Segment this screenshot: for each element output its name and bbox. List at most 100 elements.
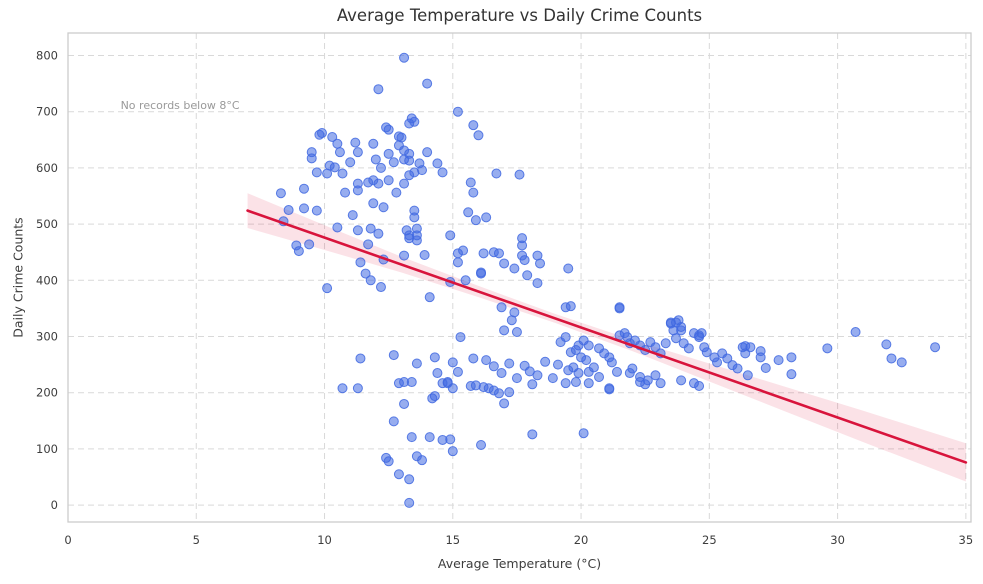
scatter-point xyxy=(565,301,576,312)
y-tick-label: 200 xyxy=(36,386,58,400)
scatter-point xyxy=(488,361,499,372)
scatter-point xyxy=(506,315,517,326)
scatter-point xyxy=(393,469,404,480)
scatter-point xyxy=(694,332,705,343)
scatter-point xyxy=(655,378,666,389)
scatter-point xyxy=(499,325,510,336)
scatter-point xyxy=(424,432,435,443)
scatter-point xyxy=(578,428,589,439)
scatter-point xyxy=(527,429,538,440)
scatter-point xyxy=(452,257,463,268)
scatter-point xyxy=(465,177,476,188)
scatter-point xyxy=(886,353,897,364)
scatter-point xyxy=(404,497,415,508)
scatter-point xyxy=(368,138,379,149)
scatter-point xyxy=(583,340,594,351)
scatter-point xyxy=(722,353,733,364)
no-records-annotation: No records below 8°C xyxy=(121,99,240,112)
scatter-point xyxy=(481,212,492,223)
scatter-point xyxy=(570,377,581,388)
scatter-point xyxy=(404,118,415,129)
scatter-point xyxy=(493,388,504,399)
scatter-point xyxy=(399,250,410,261)
scatter-point xyxy=(650,370,661,381)
scatter-point xyxy=(476,268,487,279)
scatter-point xyxy=(588,362,599,373)
scatter-point xyxy=(393,140,404,151)
scatter-point xyxy=(304,239,315,250)
scatter-point xyxy=(473,130,484,141)
scatter-point xyxy=(375,162,386,173)
scatter-point xyxy=(422,147,433,158)
scatter-point xyxy=(381,122,392,133)
x-tick-label: 30 xyxy=(830,533,845,547)
scatter-point xyxy=(373,178,384,189)
scatter-point xyxy=(470,215,481,226)
scatter-point xyxy=(511,373,522,384)
scatter-point xyxy=(499,258,510,269)
scatter-point xyxy=(786,352,797,363)
scatter-point xyxy=(419,250,430,261)
scatter-point xyxy=(563,263,574,274)
scatter-point xyxy=(460,275,471,286)
scatter-point xyxy=(555,337,566,348)
x-tick-label: 15 xyxy=(445,533,460,547)
scatter-point xyxy=(573,368,584,379)
scatter-point xyxy=(742,370,753,381)
scatter-point xyxy=(429,352,440,363)
x-tick-label: 5 xyxy=(193,533,200,547)
scatter-point xyxy=(388,350,399,361)
scatter-point xyxy=(496,368,507,379)
scatter-point xyxy=(411,223,422,234)
scatter-point xyxy=(527,379,538,390)
x-tick-label: 20 xyxy=(574,533,589,547)
y-tick-label: 300 xyxy=(36,330,58,344)
scatter-point xyxy=(519,255,530,266)
y-tick-label: 500 xyxy=(36,217,58,231)
y-tick-label: 700 xyxy=(36,105,58,119)
scatter-point xyxy=(514,169,525,180)
x-tick-label: 35 xyxy=(959,533,974,547)
scatter-point xyxy=(604,384,615,395)
scatter-point xyxy=(373,228,384,239)
scatter-point xyxy=(755,352,766,363)
y-tick-label: 600 xyxy=(36,161,58,175)
scatter-point xyxy=(360,268,371,279)
scatter-point xyxy=(327,131,338,142)
scatter-point xyxy=(606,357,617,368)
scatter-point xyxy=(345,157,356,168)
regression-line xyxy=(246,209,968,464)
scatter-point xyxy=(404,233,415,244)
scatter-point xyxy=(491,168,502,179)
scatter-point xyxy=(406,432,417,443)
scatter-point xyxy=(424,292,435,303)
scatter-point xyxy=(499,398,510,409)
plot-border xyxy=(67,32,972,523)
scatter-point xyxy=(535,258,546,269)
scatter-point xyxy=(293,246,304,257)
scatter-point xyxy=(740,348,751,359)
scatter-point xyxy=(422,78,433,89)
scatter-point xyxy=(399,398,410,409)
x-tick-label: 0 xyxy=(64,533,71,547)
scatter-point xyxy=(388,416,399,427)
scatter-point xyxy=(337,168,348,179)
scatter-point xyxy=(370,154,381,165)
scatter-point xyxy=(712,357,723,368)
scatter-point xyxy=(332,138,343,149)
scatter-point xyxy=(329,162,340,173)
scatter-point xyxy=(581,355,592,366)
scatter-point xyxy=(509,263,520,274)
scatter-point xyxy=(930,342,941,353)
scatter-point xyxy=(583,378,594,389)
scatter-point xyxy=(429,391,440,402)
scatter-point xyxy=(347,210,358,221)
scatter-point xyxy=(399,52,410,63)
scatter-point xyxy=(340,187,351,198)
scatter-point xyxy=(614,302,625,313)
scatter-point xyxy=(314,129,325,140)
scatter-point xyxy=(417,455,428,466)
scatter-point xyxy=(399,178,410,189)
scatter-point xyxy=(476,439,487,450)
scatter-point xyxy=(437,167,448,178)
